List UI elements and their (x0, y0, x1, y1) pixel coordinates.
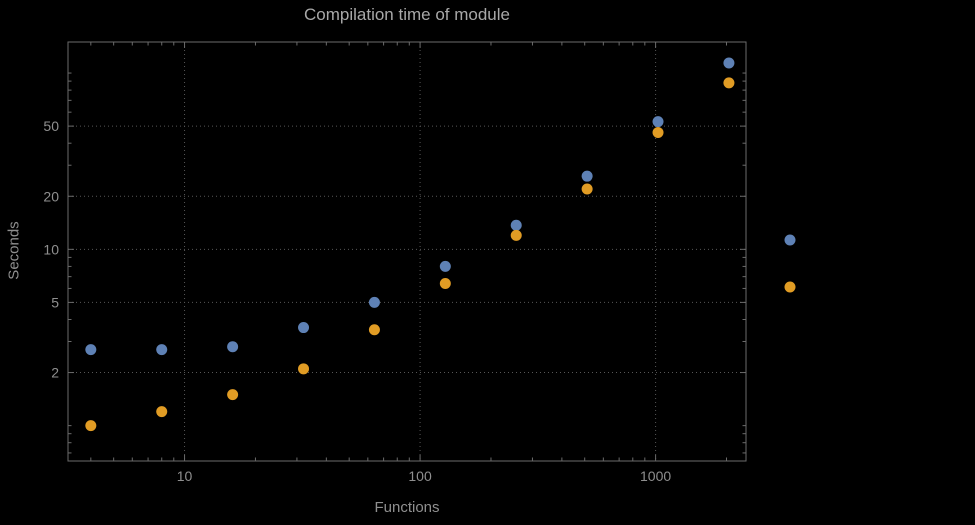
y-tick-label: 2 (51, 365, 59, 381)
data-point-series-orange (156, 406, 168, 418)
y-tick-label: 20 (43, 188, 59, 204)
data-point-series-orange (581, 183, 593, 195)
data-point-series-orange (510, 229, 522, 241)
data-point-series-blue (85, 344, 97, 356)
y-tick-label: 5 (51, 294, 59, 310)
data-point-series-orange (85, 420, 97, 432)
legend-marker (784, 234, 796, 246)
data-point-series-blue (298, 322, 310, 334)
x-tick-label: 100 (408, 468, 432, 484)
legend-marker (784, 281, 796, 293)
data-point-series-orange (723, 77, 735, 89)
y-tick-label: 10 (43, 241, 59, 257)
data-point-series-blue (652, 116, 664, 128)
data-point-series-orange (298, 363, 310, 375)
data-point-series-blue (581, 170, 593, 182)
data-point-series-orange (652, 126, 664, 138)
data-point-series-blue (510, 219, 522, 231)
y-tick-label: 50 (43, 118, 59, 134)
data-point-series-orange (439, 278, 451, 290)
data-point-series-blue (723, 57, 735, 69)
x-tick-label: 10 (177, 468, 193, 484)
chart-title: Compilation time of module (304, 5, 510, 24)
data-point-series-orange (227, 389, 239, 401)
data-point-series-blue (156, 344, 168, 356)
data-point-series-orange (368, 324, 380, 336)
data-point-series-blue (227, 341, 239, 353)
data-point-series-blue (368, 296, 380, 308)
plot-frame (67, 41, 747, 462)
data-point-series-blue (439, 260, 451, 272)
y-axis-label: Seconds (5, 221, 23, 280)
x-axis-label: Functions (374, 499, 440, 516)
x-tick-label: 1000 (640, 468, 671, 484)
